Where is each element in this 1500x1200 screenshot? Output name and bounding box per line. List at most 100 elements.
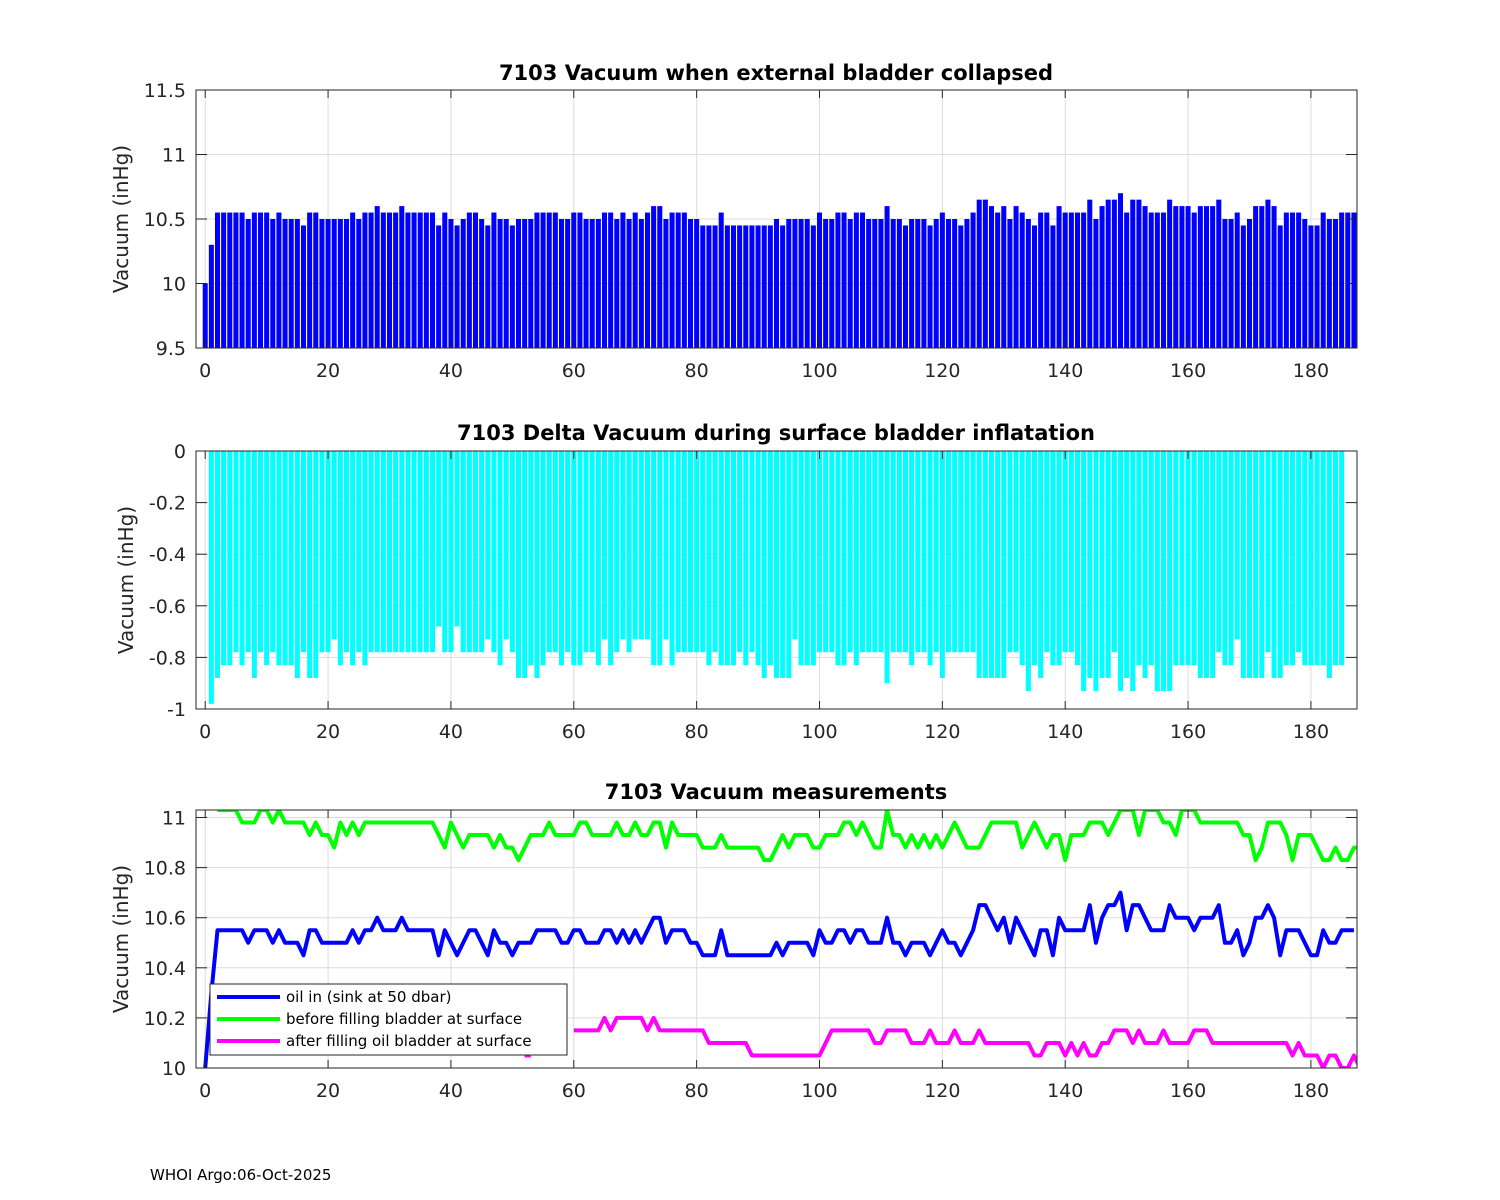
bar: [1093, 451, 1099, 691]
bar: [1093, 219, 1099, 348]
bar: [964, 451, 970, 653]
bar: [724, 225, 730, 348]
bar: [1087, 451, 1093, 679]
bar: [1081, 212, 1087, 348]
bar: [1197, 206, 1203, 348]
bar: [1283, 212, 1289, 348]
bar: [522, 219, 528, 348]
bar: [380, 451, 386, 653]
bar: [773, 451, 780, 679]
bar: [1216, 199, 1222, 348]
bar: [1062, 212, 1068, 348]
bar: [687, 219, 694, 348]
bar: [393, 212, 399, 348]
bar: [982, 451, 988, 679]
bar: [270, 451, 276, 653]
y-axis-label: Vacuum (inHg): [109, 865, 133, 1013]
bar: [1210, 206, 1216, 348]
bar: [988, 451, 995, 679]
bar: [1332, 219, 1339, 348]
bar: [755, 225, 761, 348]
bar: [1068, 212, 1074, 348]
bar: [601, 212, 608, 348]
bar: [276, 212, 282, 348]
x-tick-label: 0: [199, 360, 211, 382]
x-tick-label: 160: [1170, 721, 1206, 743]
chart-vacuum-collapsed: 0 20 40 60 80 100 120 140 160 1809.51010.51111.5 …: [109, 61, 1358, 382]
bar: [1203, 206, 1210, 348]
bar: [1124, 451, 1130, 679]
bar: [208, 451, 214, 704]
bar: [1142, 451, 1148, 679]
bar: [1253, 206, 1259, 348]
bar: [878, 451, 884, 653]
chart-title: 7103 Vacuum when external bladder collap…: [499, 61, 1053, 85]
chart-title: 7103 Delta Vacuum during surface bladder…: [457, 421, 1095, 445]
y-tick-label: 11: [162, 808, 186, 830]
bar: [1265, 199, 1271, 348]
bar: [362, 451, 368, 666]
bar: [1216, 451, 1222, 653]
bar: [534, 212, 540, 348]
x-tick-label: 120: [924, 721, 960, 743]
bar: [884, 451, 890, 684]
bar: [472, 451, 479, 653]
bar: [841, 212, 847, 348]
bar: [927, 225, 933, 348]
bar: [313, 451, 319, 679]
y-tick-label: 11.5: [144, 80, 186, 102]
bar: [313, 212, 319, 348]
bar: [675, 451, 681, 653]
bar: [491, 212, 497, 348]
bar: [712, 451, 718, 653]
bar: [669, 212, 675, 348]
bar: [552, 212, 558, 348]
axes-frame: [195, 809, 1358, 1069]
bar: [1191, 451, 1197, 666]
x-tick-label: 180: [1293, 360, 1329, 382]
bar: [233, 212, 239, 348]
bar: [816, 212, 823, 348]
x-tick-label: 0: [199, 1080, 211, 1102]
x-tick-label: 60: [562, 1080, 586, 1102]
bar: [485, 225, 491, 348]
bar: [227, 451, 233, 666]
bar: [356, 451, 362, 653]
bar: [405, 451, 411, 653]
bar: [1031, 225, 1038, 348]
bar: [1296, 212, 1302, 348]
bar: [749, 225, 755, 348]
bar: [964, 219, 970, 348]
bar: [374, 451, 380, 653]
bar: [1007, 451, 1013, 653]
bar: [436, 225, 442, 348]
bar: [847, 219, 853, 348]
bar: [460, 219, 466, 348]
bar: [1259, 451, 1265, 679]
bar: [614, 451, 620, 653]
bar: [792, 219, 798, 348]
bar: [429, 451, 436, 653]
bar: [546, 451, 552, 653]
bar: [436, 451, 442, 627]
bar: [325, 451, 331, 653]
series-line: [217, 810, 1357, 863]
bar: [503, 219, 509, 348]
bar: [921, 451, 927, 653]
bar: [958, 451, 964, 653]
bar: [417, 451, 423, 653]
bar: [1320, 212, 1326, 348]
y-tick-label: -0.6: [149, 596, 186, 618]
bar: [1345, 212, 1351, 348]
bar: [393, 451, 399, 653]
bar: [1339, 212, 1345, 348]
bar: [921, 219, 927, 348]
bar: [1246, 219, 1253, 348]
bar: [909, 219, 915, 348]
bar: [933, 219, 939, 348]
bar: [546, 212, 552, 348]
bar: [294, 451, 300, 679]
x-tick-label: 120: [924, 360, 960, 382]
bar: [1130, 451, 1136, 691]
bar: [1210, 451, 1216, 679]
